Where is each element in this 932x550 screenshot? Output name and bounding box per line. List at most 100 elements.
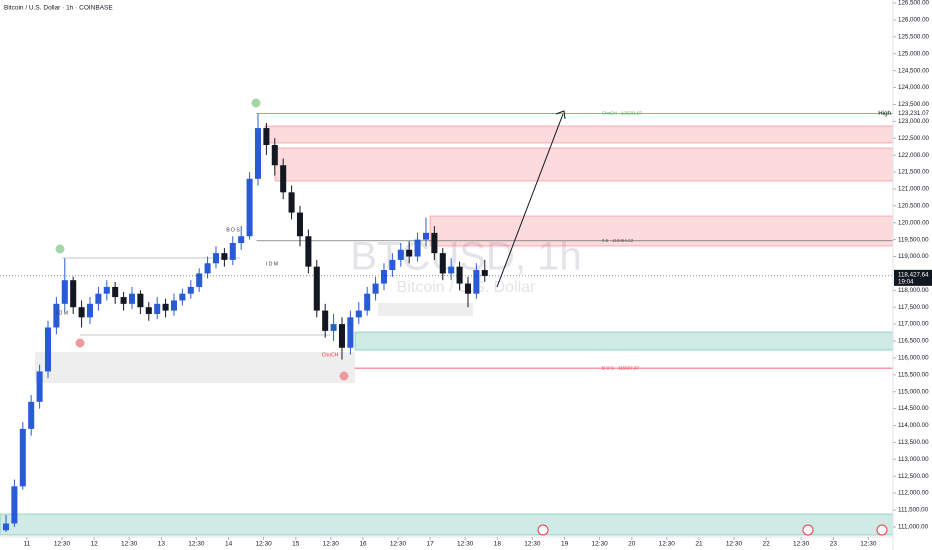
x-tick-label: 12:30 bbox=[121, 541, 138, 548]
y-tick-label: 113,500.00 bbox=[898, 439, 929, 446]
x-tick-label: 18 bbox=[494, 541, 502, 548]
y-tick-label: 118,000.00 bbox=[898, 287, 929, 294]
y-tick-label: 112,500.00 bbox=[898, 473, 929, 480]
level-label: ChoCH - 123231.07 bbox=[602, 111, 643, 116]
arrow-head bbox=[555, 110, 566, 120]
y-tick-label: 124,000.00 bbox=[898, 84, 930, 91]
candle-body bbox=[145, 307, 152, 314]
candle-body bbox=[305, 236, 312, 267]
candle-body bbox=[204, 263, 211, 274]
event-icon bbox=[537, 524, 549, 536]
candle-body bbox=[53, 303, 60, 328]
y-tick-label: 125,500.00 bbox=[898, 33, 930, 40]
y-tick-label: 122,000.00 bbox=[898, 152, 930, 159]
candle-body bbox=[162, 303, 169, 311]
x-tick-label: 12:30 bbox=[659, 541, 676, 548]
candle-body bbox=[179, 293, 186, 301]
candle-body bbox=[254, 128, 262, 179]
swing-marker bbox=[55, 244, 65, 254]
y-tick-label: 113,000.00 bbox=[898, 456, 929, 463]
y-tick-label: 114,000.00 bbox=[898, 422, 929, 429]
annotation: B O S bbox=[226, 227, 240, 233]
y-tick-label: 125,000.00 bbox=[898, 50, 930, 57]
x-tick-label: 19 bbox=[561, 541, 569, 548]
x-tick-label: 12:30 bbox=[255, 541, 272, 548]
candle-body bbox=[280, 165, 287, 193]
y-tick-label: 116,000.00 bbox=[898, 355, 929, 362]
candle-body bbox=[473, 270, 480, 294]
candle-body bbox=[481, 270, 488, 276]
candle-body bbox=[78, 307, 85, 318]
supply-zone bbox=[274, 147, 894, 182]
swing-marker bbox=[339, 371, 349, 381]
candle-body bbox=[431, 232, 438, 254]
x-tick-label: 12:30 bbox=[524, 541, 541, 548]
candle-body bbox=[61, 280, 68, 304]
candle-body bbox=[128, 293, 136, 304]
candle-body bbox=[196, 273, 203, 287]
y-tick-label: 122,500.00 bbox=[898, 135, 930, 142]
candle-body bbox=[95, 293, 102, 304]
x-tick-label: 14 bbox=[225, 541, 233, 548]
candle-body bbox=[36, 371, 43, 402]
y-tick-label: 123,000.00 bbox=[898, 118, 930, 125]
candle-body bbox=[422, 232, 430, 240]
y-tick-label: 123,500.00 bbox=[898, 101, 930, 108]
candle-body bbox=[229, 242, 236, 260]
candle-body bbox=[364, 293, 371, 311]
candle-body bbox=[19, 428, 26, 487]
candle-body bbox=[70, 280, 77, 308]
x-tick-label: 12:30 bbox=[390, 541, 407, 548]
y-tick-label: 124,500.00 bbox=[898, 67, 930, 74]
candle-body bbox=[221, 253, 228, 260]
candle-body bbox=[414, 239, 421, 257]
candle-body bbox=[112, 286, 119, 298]
annotation: I D M bbox=[266, 261, 278, 267]
level-label: B O S - 115697.37 bbox=[602, 365, 639, 370]
y-tick-label: 112,000.00 bbox=[898, 490, 929, 497]
candle-body bbox=[11, 486, 18, 524]
projection-arrow bbox=[496, 113, 564, 288]
candle-body bbox=[389, 259, 396, 271]
candle-body bbox=[263, 128, 270, 145]
x-tick-label: 12 bbox=[91, 541, 99, 548]
y-tick-label: 115,000.00 bbox=[898, 388, 929, 395]
x-tick-label: 12:30 bbox=[591, 541, 608, 548]
candles bbox=[2, 113, 488, 532]
event-icons bbox=[537, 524, 888, 536]
y-tick-label: 114,500.00 bbox=[898, 405, 929, 412]
candle-body bbox=[456, 266, 463, 284]
y-tick-label: 119,000.00 bbox=[898, 253, 929, 260]
x-tick-label: 22 bbox=[763, 541, 771, 548]
y-tick-label: 117,000.00 bbox=[898, 321, 929, 328]
gray-zone bbox=[378, 303, 473, 316]
x-tick-label: 21 bbox=[695, 541, 703, 548]
y-tick-label: 126,000.00 bbox=[898, 17, 930, 24]
candle-body bbox=[439, 253, 446, 274]
watermark: BTCUSD, 1h bbox=[350, 235, 581, 279]
x-tick-label: 23 bbox=[830, 541, 838, 548]
candle-body bbox=[406, 249, 413, 257]
candle-body bbox=[86, 303, 94, 318]
gray-zone bbox=[35, 352, 355, 383]
x-tick-label: 12:30 bbox=[860, 541, 877, 548]
candle-body bbox=[338, 324, 346, 348]
candle-body bbox=[271, 144, 278, 166]
y-tick-label: 121,000.00 bbox=[898, 186, 930, 193]
supply-zone bbox=[264, 125, 894, 144]
swing-marker bbox=[75, 338, 85, 348]
annotation: ChoCH bbox=[322, 352, 339, 358]
candle-body bbox=[44, 327, 52, 372]
y-tick-label: 121,500.00 bbox=[898, 169, 930, 176]
y-tick-label: 120,000.00 bbox=[898, 219, 930, 226]
level-label: 0.5 - 119464.22 bbox=[602, 238, 634, 243]
annotation: I D M bbox=[56, 310, 68, 316]
candle-body bbox=[330, 324, 337, 331]
y-tick-label: 111,500.00 bbox=[898, 507, 929, 514]
x-tick-label: 17 bbox=[427, 541, 435, 548]
y-tick-label: 117,500.00 bbox=[898, 304, 929, 311]
high-price-label: 123,231.07 bbox=[898, 110, 930, 117]
candle-body bbox=[137, 293, 144, 308]
candle-body bbox=[187, 286, 194, 294]
